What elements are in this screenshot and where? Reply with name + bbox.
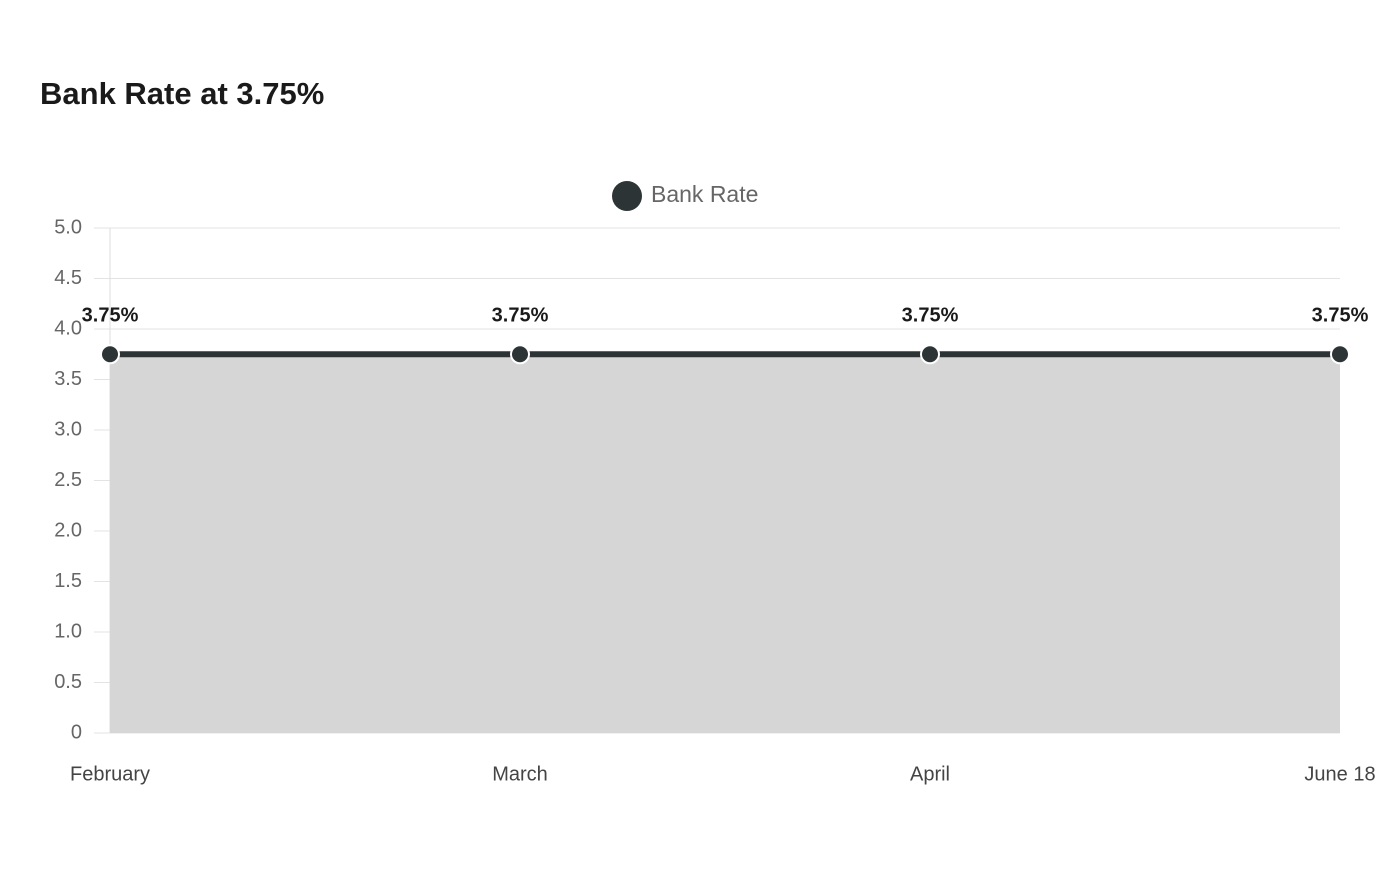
- chart-title: Bank Rate at 3.75%: [40, 76, 324, 111]
- y-tick-label: 2.5: [54, 469, 82, 491]
- y-tick-label: 3.5: [54, 368, 82, 390]
- point: [920, 344, 940, 365]
- y-tick-label: 1.0: [54, 620, 82, 642]
- data-label: 3.75%: [1312, 305, 1369, 327]
- y-tick-label: 3.0: [54, 418, 82, 440]
- legend-label: Bank Rate: [651, 181, 758, 207]
- y-tick-label: 1.5: [54, 570, 82, 592]
- x-tick-label: June 18: [1304, 763, 1375, 785]
- point: [1330, 344, 1350, 365]
- x-tick-label: March: [492, 763, 548, 785]
- y-tick-label: 4.5: [54, 267, 82, 289]
- legend-swatch: [612, 181, 642, 211]
- point: [510, 344, 530, 365]
- y-tick-label: 2.0: [54, 519, 82, 541]
- data-label: 3.75%: [82, 305, 139, 327]
- y-tick-label: 0: [71, 721, 82, 743]
- x-tick-label: February: [70, 763, 150, 785]
- area: [110, 354, 1340, 733]
- y-tick-label: 0.5: [54, 671, 82, 693]
- y-tick-label: 5.0: [54, 216, 82, 238]
- data-label: 3.75%: [492, 305, 549, 327]
- y-tick-label: 4.0: [54, 317, 82, 339]
- x-tick-label: April: [910, 763, 950, 785]
- point: [100, 344, 120, 365]
- data-label: 3.75%: [902, 305, 959, 327]
